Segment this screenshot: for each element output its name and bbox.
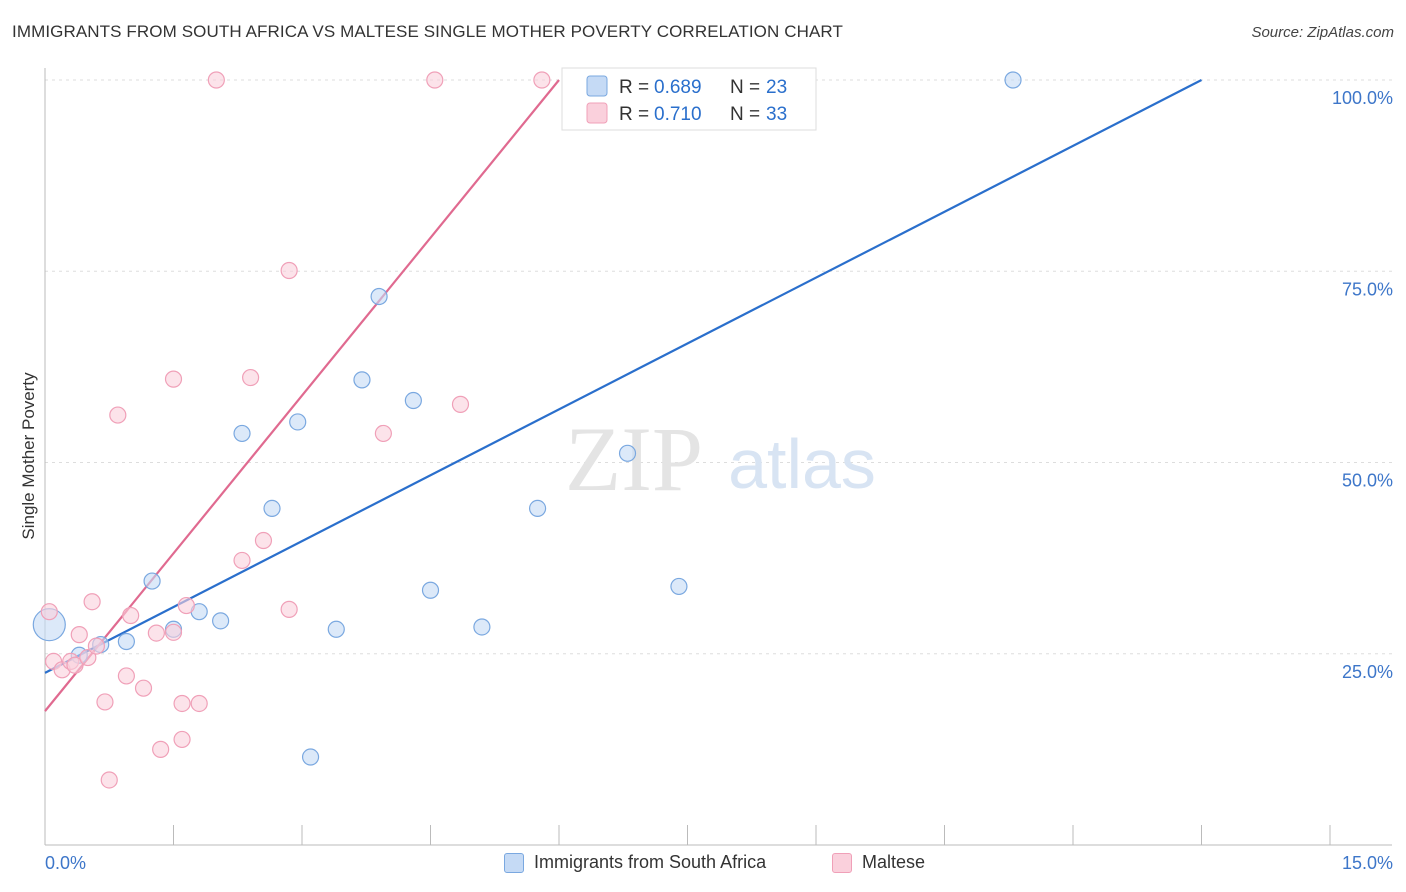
point-series-1 [66,656,84,674]
legend-r-value-2: 0.710 [654,104,702,125]
point-series-1 [280,261,298,280]
axes [44,68,1392,846]
point-series-0 [353,371,371,389]
point-series-1 [117,667,135,685]
point-series-1 [147,624,165,642]
series-legend: Immigrants from South Africa Maltese [0,850,1406,880]
x-tick-label: 15.0% [1342,853,1393,873]
legend-swatch [832,852,852,873]
legend-item-maltese: Maltese [832,852,925,873]
legend-label-south-africa: Immigrants from South Africa [534,852,767,872]
point-series-0 [370,287,388,306]
correlation-legend: R = 0.689 N = 23 R = 0.710 N = 33 [561,67,817,131]
point-series-1 [79,648,97,667]
point-series-1 [40,603,58,621]
point-series-1 [190,694,208,713]
data-points [32,71,1022,789]
point-series-1 [152,740,170,758]
trend-lines [44,79,1203,712]
legend-n-label-2: N = [730,104,760,125]
point-series-1 [134,679,153,697]
point-series-0 [618,444,637,462]
point-series-1 [122,606,140,625]
trend-line-1 [44,79,560,712]
legend-swatch-south-africa [586,75,608,97]
legend-r-label-1: R = [619,77,649,98]
y-axis-label: Single Mother Poverty [19,372,38,540]
point-series-1 [533,71,551,89]
point-series-1 [233,551,251,570]
watermark-atlas: atlas [728,425,876,503]
point-series-1 [70,626,88,644]
point-series-1 [177,596,195,615]
legend-n-label-1: N = [730,77,760,98]
point-series-0 [289,413,307,431]
y-tick-label: 25.0% [1342,662,1393,682]
legend-r-value-1: 0.689 [654,77,702,98]
legend-label-maltese: Maltese [862,852,926,872]
x-tick-labels: 0.0% 15.0% [45,853,1393,873]
watermark-zip: ZIP [565,408,703,510]
point-series-1 [83,593,101,611]
point-series-1 [87,637,106,655]
trend-line-0 [44,79,1203,674]
y-tick-label: 100.0% [1332,88,1393,108]
point-series-0 [404,391,422,410]
point-series-0 [327,620,345,638]
point-series-1 [173,694,191,713]
point-series-1 [164,623,183,641]
y-tick-label: 75.0% [1342,279,1393,299]
point-series-1 [242,368,260,387]
legend-n-value-1: 23 [766,77,787,98]
y-tick-label: 50.0% [1342,471,1393,491]
y-tick-labels: 25.0% 50.0% 75.0% 100.0% [1332,88,1393,682]
point-series-1 [109,406,127,424]
point-series-0 [670,577,688,596]
legend-r-label-2: R = [619,104,649,125]
chart-title: IMMIGRANTS FROM SOUTH AFRICA VS MALTESE … [12,22,843,41]
point-series-1 [254,531,273,550]
point-series-0 [143,572,161,590]
legend-swatch [504,852,524,873]
point-series-0 [1004,71,1022,89]
point-series-1 [207,71,225,89]
point-series-0 [528,499,547,517]
point-series-0 [233,424,251,443]
point-series-1 [374,424,392,443]
legend-n-value-2: 33 [766,104,787,125]
point-series-0 [263,499,281,517]
grid-lines [45,79,1392,655]
point-series-0 [421,581,440,599]
point-series-0 [117,632,135,651]
watermark: ZIP atlas [565,408,876,510]
legend-item-south-africa: Immigrants from South Africa [504,852,766,873]
point-series-1 [96,693,114,711]
point-series-1 [100,771,118,789]
point-series-0 [301,748,320,766]
legend-swatch-maltese [586,102,608,124]
point-series-0 [212,612,230,630]
point-series-1 [451,395,470,413]
chart-source: Source: ZipAtlas.com [1251,24,1394,41]
point-series-1 [173,730,191,749]
point-series-0 [473,618,491,636]
point-series-1 [426,71,444,89]
x-tick-label: 0.0% [45,853,86,873]
point-series-1 [164,370,183,388]
point-series-1 [280,600,298,618]
